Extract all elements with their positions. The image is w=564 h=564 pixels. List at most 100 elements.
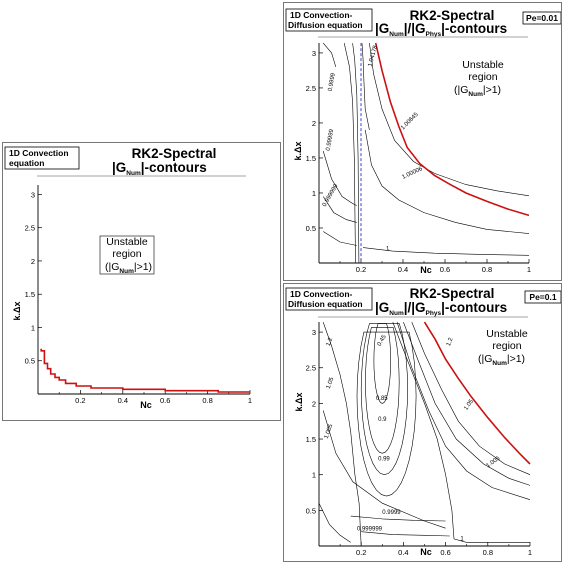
equation-tag-line1: 1D Convection xyxy=(9,148,69,158)
x-tick-label: 1 xyxy=(528,548,532,557)
unstable-region-line1: Unstable xyxy=(462,59,504,71)
chart-title-line2: |GNum|-contours xyxy=(112,160,207,177)
x-tick-label: 0.8 xyxy=(483,548,493,557)
contour-level-label: 1.2 xyxy=(326,337,335,348)
x-tick-label: 0.2 xyxy=(75,396,85,405)
contour-line xyxy=(365,327,400,454)
contour-level-label: 1.00006 xyxy=(401,166,424,181)
x-tick-label: 0.4 xyxy=(118,396,128,405)
contour-level-label: 1.00645 xyxy=(400,111,420,131)
unstable-region-line2: region xyxy=(468,71,497,83)
unstable-region-line1: Unstable xyxy=(106,236,148,248)
x-tick-label: 0.6 xyxy=(160,396,170,405)
unstable-region-line2: region xyxy=(492,340,521,352)
y-tick-label: 0.5 xyxy=(25,357,35,366)
y-tick-label: 0.5 xyxy=(306,506,316,515)
contour-line xyxy=(361,43,370,130)
contour-level-label: 0.9999 xyxy=(382,510,401,516)
y-tick-label: 1 xyxy=(312,189,316,198)
x-tick-label: 0.4 xyxy=(398,265,408,274)
peclet-box xyxy=(524,290,561,304)
contour-line xyxy=(396,322,531,500)
contour-line xyxy=(322,410,446,529)
contour-level-label: 0.99 xyxy=(378,456,390,462)
contour-line xyxy=(322,150,357,206)
contour-level-label: 1.2 xyxy=(446,337,455,348)
unstable-region-line3: (|GNum|>1) xyxy=(454,84,501,98)
contour-line xyxy=(322,322,362,547)
y-tick-label: 2.5 xyxy=(25,224,35,233)
contour-line xyxy=(322,42,337,67)
y-tick-label: 1.5 xyxy=(306,154,316,163)
contour-level-label: 0.999999 xyxy=(322,183,340,208)
contour-line xyxy=(364,129,530,234)
chart-title-line2: |GNum|/|GPhys|-contours xyxy=(375,21,507,38)
contour-level-label: 1.04178 xyxy=(368,44,380,67)
y-tick-label: 2 xyxy=(312,399,316,408)
y-tick-label: 2 xyxy=(312,119,316,128)
contour-line xyxy=(411,321,531,475)
contour-level-label: 1.05 xyxy=(326,376,336,390)
x-axis-label: Nc xyxy=(420,547,432,557)
peclet-label: Pe=0.01 xyxy=(526,13,558,23)
x-tick-label: 0.8 xyxy=(482,265,492,274)
x-tick-label: 1 xyxy=(527,265,531,274)
x-axis-label: Nc xyxy=(140,400,152,410)
stability-boundary-line xyxy=(40,348,250,393)
x-tick-label: 0.2 xyxy=(356,265,366,274)
equation-tag-box xyxy=(285,287,373,311)
equation-tag-box xyxy=(285,8,373,32)
y-tick-label: 1 xyxy=(31,323,35,332)
equation-tag-line2: Diffusion equation xyxy=(288,20,363,30)
contour-level-label: 0.99999 xyxy=(326,128,336,151)
chart-title-line1: RK2-Spectral xyxy=(410,8,495,23)
contour-line xyxy=(350,515,446,522)
contour-level-label: 0.9 xyxy=(378,417,387,423)
axes: 0.2 0.4 0.6 0.8 1 0.5 1 1.5 2 2.5 3 xyxy=(25,185,252,405)
contour-line xyxy=(373,323,391,404)
y-axis-label: k.Δx xyxy=(294,393,304,412)
y-tick-label: 2.5 xyxy=(306,364,316,373)
peclet-label: Pe=0.1 xyxy=(529,292,556,302)
equation-tag-line2: Diffusion equation xyxy=(288,299,363,309)
contour-line xyxy=(356,331,417,497)
contour-line xyxy=(323,231,357,246)
y-axis-label: k.Δx xyxy=(12,302,22,321)
chart-title-line1: RK2-Spectral xyxy=(132,146,217,161)
panel-convection-diffusion-pe01: 1D Convection- Diffusion equation RK2-Sp… xyxy=(283,283,562,562)
y-tick-label: 1.5 xyxy=(306,435,316,444)
y-tick-label: 1.5 xyxy=(25,290,35,299)
unstable-region-line2: region xyxy=(112,248,141,260)
x-tick-label: 0.4 xyxy=(398,548,408,557)
y-axis-label: k.Δx xyxy=(293,142,303,161)
chart-convection-diffusion-pe01: 1D Convection- Diffusion equation RK2-Sp… xyxy=(285,286,561,557)
contour-line xyxy=(318,503,351,543)
panel-convection-diffusion-pe001: 1D Convection- Diffusion equation RK2-Sp… xyxy=(283,2,562,281)
unstable-region-box xyxy=(99,235,155,275)
y-tick-label: 0.5 xyxy=(306,224,316,233)
x-tick-label: 0.6 xyxy=(440,265,450,274)
contour-level-label: 0.45 xyxy=(377,334,388,348)
contour-line xyxy=(343,43,356,264)
equation-tag-line1: 1D Convection- xyxy=(290,10,353,20)
contour-level-label: 1 xyxy=(460,536,464,542)
chart-convection: 1D Convection equation RK2-Spectral |GNu… xyxy=(4,146,252,410)
data-layer: 1.2 1.05 1.005 0.45 0.85 0.9 0.99 0.9999 0.99999… xyxy=(318,321,531,547)
contour-line xyxy=(392,321,530,543)
contour-level-label: 0.85 xyxy=(376,396,388,402)
contour-line xyxy=(352,43,360,264)
y-tick-label: 3 xyxy=(312,49,316,58)
axes: 0.2 0.4 0.6 0.8 1 0.5 1 1.5 2 2.5 3 xyxy=(306,43,531,274)
x-tick-label: 1 xyxy=(248,396,252,405)
contour-line xyxy=(403,321,531,486)
contour-level-label: 0.999999 xyxy=(357,526,383,532)
y-tick-label: 3 xyxy=(312,328,316,337)
contour-line xyxy=(363,247,530,256)
data-layer: 1.04178 1.00645 1.00006 0.9999 0.99999 0.9999… xyxy=(322,42,530,264)
x-tick-label: 0.2 xyxy=(356,548,366,557)
unstable-region-line3: (|GNum|>1) xyxy=(105,261,152,275)
y-tick-label: 2.5 xyxy=(306,84,316,93)
equation-tag-box xyxy=(4,146,80,170)
chart-convection-diffusion-pe001: 1D Convection- Diffusion equation RK2-Sp… xyxy=(285,8,561,275)
contour-level-label: 0.9999 xyxy=(328,72,337,92)
